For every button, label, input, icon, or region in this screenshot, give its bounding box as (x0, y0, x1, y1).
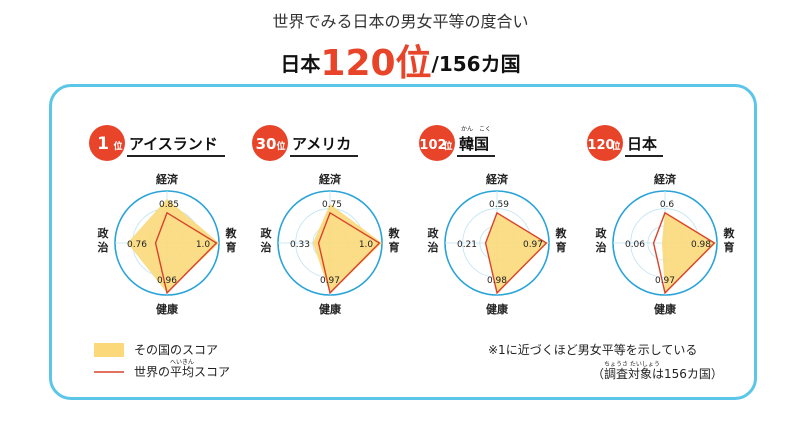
value-label-economy: 0.6 (660, 200, 675, 210)
rank-badge (419, 125, 455, 161)
rank-number: 1 (97, 134, 109, 154)
value-label-politics: 0.06 (625, 240, 645, 250)
country-name: 韓国 (459, 135, 489, 153)
axis-label-health: 健康 (156, 302, 179, 316)
value-label-education: 0.98 (691, 240, 711, 250)
axis-label-education-2: 育 (389, 240, 400, 254)
score-polygon (127, 198, 219, 293)
axis-label-politics-1: 政 (596, 226, 608, 240)
axis-label-politics-1: 政 (428, 226, 440, 240)
rank-number: 102 (419, 138, 446, 153)
rank-badge (252, 125, 288, 161)
headline-total: /156カ国 (431, 52, 521, 76)
rank-badge (89, 125, 125, 161)
rank-number: 30 (256, 135, 277, 153)
rank-unit: 位 (276, 140, 285, 152)
world-average-polygon (652, 211, 716, 295)
axis-label-politics-1: 政 (98, 226, 110, 240)
country-name: アイスランド (129, 135, 218, 153)
rank-number: 120 (587, 138, 614, 153)
value-label-politics: 0.76 (127, 240, 147, 250)
axis-label-health: 健康 (319, 302, 342, 316)
axis-label-education-1: 教 (723, 226, 736, 240)
score-polygon (486, 212, 548, 294)
headline-country: 日本 (280, 52, 321, 76)
page-headline: 日本120位/156カ国 (0, 34, 801, 86)
note-line1: ※1に近づくほど男女平等を示している (488, 342, 697, 357)
axis-label-education-1: 教 (555, 226, 568, 240)
legend-average-ruby: へいきん (170, 359, 194, 366)
value-label-education: 1.0 (359, 240, 374, 250)
value-label-economy: 0.85 (159, 200, 179, 210)
axis-label-education-2: 育 (226, 240, 237, 254)
value-label-economy: 0.75 (322, 200, 342, 210)
rank-unit: 位 (611, 140, 620, 152)
value-label-education: 0.97 (523, 240, 543, 250)
rank-unit: 位 (113, 140, 122, 152)
world-average-polygon (154, 211, 218, 295)
axis-label-education-1: 教 (225, 226, 238, 240)
legend-score-swatch (94, 343, 124, 357)
axis-label-economy: 経済 (486, 172, 509, 186)
headline-rank: 120位 (320, 43, 432, 84)
axis-label-politics-2: 治 (98, 240, 109, 254)
world-average-polygon (484, 211, 548, 295)
axis-label-politics-1: 政 (261, 226, 273, 240)
value-label-economy: 0.59 (489, 200, 509, 210)
rank-unit: 位 (443, 140, 452, 152)
note-line2-ruby: ちょうさ たいしょう (604, 361, 660, 368)
axis-label-economy: 経済 (156, 172, 179, 186)
charts-panel (49, 84, 757, 400)
axis-label-education-1: 教 (388, 226, 401, 240)
legend-average-label: 世界の平均スコア (134, 365, 230, 379)
score-polygon (312, 204, 382, 294)
legend-score-label: その国のスコア (134, 343, 218, 357)
country-name: アメリカ (292, 135, 351, 153)
value-label-health: 0.97 (320, 276, 340, 286)
axis-label-politics-2: 治 (428, 240, 439, 254)
axis-label-education-2: 育 (556, 240, 567, 254)
value-label-education: 1.0 (196, 240, 211, 250)
axis-label-economy: 経済 (319, 172, 342, 186)
rank-badge (587, 125, 623, 161)
page-subtitle: 世界でみる日本の男女平等の度合い (272, 12, 529, 31)
axis-label-politics-2: 治 (596, 240, 607, 254)
value-label-health: 0.97 (655, 276, 675, 286)
country-ruby: かん こく (461, 126, 491, 133)
value-label-politics: 0.33 (290, 240, 310, 250)
axis-label-health: 健康 (486, 302, 509, 316)
value-label-politics: 0.21 (457, 240, 477, 250)
value-label-health: 0.98 (487, 276, 507, 286)
axis-label-education-2: 育 (724, 240, 735, 254)
value-label-health: 0.96 (157, 276, 177, 286)
axis-label-politics-2: 治 (261, 240, 272, 254)
country-name: 日本 (627, 135, 657, 153)
note-line2: （調査対象は156カ国） (592, 367, 723, 381)
score-polygon (661, 211, 716, 294)
axis-label-economy: 経済 (654, 172, 677, 186)
axis-label-health: 健康 (654, 302, 677, 316)
world-average-polygon (317, 211, 381, 295)
